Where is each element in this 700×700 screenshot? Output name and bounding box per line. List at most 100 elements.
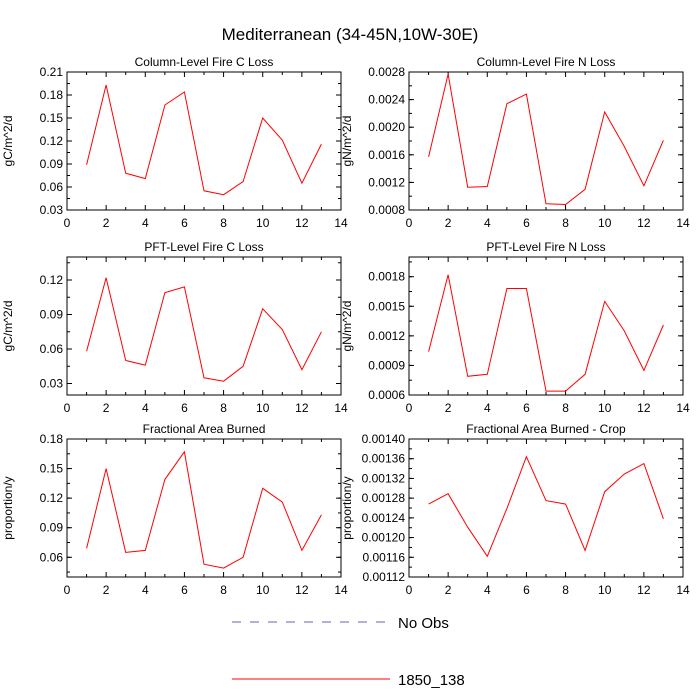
panel-title: PFT-Level Fire N Loss	[486, 240, 605, 254]
x-tick-label: 14	[334, 401, 348, 415]
x-tick-label: 6	[523, 216, 530, 230]
plot-frame	[66, 256, 342, 396]
x-tick-label: 12	[637, 216, 651, 230]
x-tick-label: 2	[445, 401, 452, 415]
x-tick-label: 0	[64, 216, 71, 230]
x-tick-label: 2	[445, 216, 452, 230]
plot-frame	[408, 71, 684, 211]
x-tick-label: 4	[484, 401, 491, 415]
y-tick-label: 0.0020	[368, 120, 405, 134]
panel-fractional-area-burned: Fractional Area Burned proportion/y 0 2 4 6 8 1…	[1, 422, 348, 597]
y-tick-label: 0.00132	[362, 471, 406, 485]
legend-label-1850-138: 1850_138	[398, 672, 465, 689]
y-tick-label: 0.0006	[368, 388, 405, 402]
series-line-1850-138	[86, 84, 322, 196]
y-tick-label: 0.18	[40, 88, 64, 102]
x-tick-label: 0	[406, 216, 413, 230]
y-tick-label: 0.12	[40, 273, 64, 287]
x-tick-label: 10	[256, 216, 270, 230]
y-tick-label: 0.09	[40, 308, 64, 322]
panel-fractional-area-burned-crop: Fractional Area Burned - Crop proportion/…	[340, 422, 690, 597]
y-tick-label: 0.0028	[368, 65, 405, 79]
x-tick-label: 14	[676, 401, 690, 415]
y-tick-label: 0.06	[40, 342, 64, 356]
y-tick-label: 0.0012	[368, 329, 405, 343]
y-tick-label: 0.09	[40, 157, 64, 171]
x-tick-label: 12	[637, 401, 651, 415]
y-tick-label: 0.0024	[368, 93, 405, 107]
y-tick-label: 0.03	[40, 377, 64, 391]
y-tick-label: 0.06	[40, 550, 64, 564]
x-tick-label: 12	[637, 583, 651, 597]
y-axis-label: gC/m^2/d	[1, 301, 15, 352]
x-tick-label: 8	[562, 216, 569, 230]
plot-frame	[408, 438, 684, 578]
panel-pft-level-fire-c-loss: PFT-Level Fire C Loss gC/m^2/d 0 2 4 6 8 10 12 14…	[1, 240, 348, 415]
y-tick-label: 0.12	[40, 491, 64, 505]
y-tick-label: 0.21	[40, 65, 64, 79]
x-tick-label: 0	[406, 583, 413, 597]
x-tick-label: 6	[181, 216, 188, 230]
x-tick-label: 2	[445, 583, 452, 597]
x-tick-label: 12	[295, 401, 309, 415]
x-tick-label: 4	[142, 583, 149, 597]
series-line-1850-138	[86, 450, 322, 569]
x-tick-label: 10	[598, 216, 612, 230]
x-tick-label: 12	[295, 583, 309, 597]
x-tick-label: 14	[334, 583, 348, 597]
y-tick-label: 0.00128	[362, 491, 406, 505]
legend: No Obs 1850_138	[232, 615, 465, 689]
x-tick-label: 8	[220, 583, 227, 597]
y-tick-label: 0.0018	[368, 270, 405, 284]
y-tick-label: 0.0016	[368, 148, 405, 162]
figure-title: Mediterranean (34-45N,10W-30E)	[222, 25, 479, 44]
x-tick-label: 12	[295, 216, 309, 230]
x-tick-label: 14	[676, 583, 690, 597]
y-tick-label: 0.18	[40, 432, 64, 446]
x-tick-label: 6	[181, 401, 188, 415]
y-tick-label: 0.0009	[368, 358, 405, 372]
series-line-1850-138	[86, 277, 322, 382]
x-tick-label: 4	[484, 216, 491, 230]
x-tick-label: 14	[676, 216, 690, 230]
x-tick-label: 2	[103, 216, 110, 230]
panel-title: Fractional Area Burned - Crop	[466, 422, 626, 436]
y-axis-label: gC/m^2/d	[1, 116, 15, 167]
y-tick-label: 0.0012	[368, 175, 405, 189]
x-tick-label: 2	[103, 401, 110, 415]
x-tick-label: 0	[406, 401, 413, 415]
y-tick-label: 0.0015	[368, 299, 405, 313]
x-tick-label: 4	[484, 583, 491, 597]
x-tick-label: 6	[523, 401, 530, 415]
panel-column-level-fire-c-loss: Column-Level Fire C Loss gC/m^2/d 0 2 4 6 8 10 1…	[1, 55, 348, 230]
y-tick-label: 0.00120	[362, 531, 406, 545]
x-tick-label: 2	[103, 583, 110, 597]
legend-label-no-obs: No Obs	[398, 615, 449, 632]
series-line-1850-138	[428, 73, 664, 206]
plot-frame	[408, 256, 684, 396]
y-axis-label: proportion/y	[340, 476, 354, 539]
y-tick-label: 0.06	[40, 180, 64, 194]
x-tick-label: 10	[256, 583, 270, 597]
y-axis-label: proportion/y	[1, 476, 15, 539]
panels-group: Column-Level Fire C Loss gC/m^2/d 0 2 4 6 8 10 1…	[1, 55, 690, 597]
y-tick-label: 0.12	[40, 134, 64, 148]
x-tick-label: 8	[220, 216, 227, 230]
legend-item-1850-138: 1850_138	[232, 672, 465, 689]
y-tick-label: 0.00136	[362, 452, 406, 466]
x-tick-label: 0	[64, 401, 71, 415]
y-tick-label: 0.15	[40, 111, 64, 125]
x-tick-label: 4	[142, 401, 149, 415]
y-tick-label: 0.0008	[368, 203, 405, 217]
y-tick-label: 0.00116	[363, 550, 406, 564]
panel-column-level-fire-n-loss: Column-Level Fire N Loss gN/m^2/d 0 2 4 6 8 10 1…	[340, 55, 690, 230]
y-tick-label: 0.00112	[363, 570, 406, 584]
panel-title: Fractional Area Burned	[143, 422, 266, 436]
x-tick-label: 8	[562, 401, 569, 415]
legend-item-no-obs: No Obs	[232, 615, 449, 632]
series-line-1850-138	[428, 455, 664, 558]
y-axis-label: gN/m^2/d	[340, 116, 354, 167]
x-tick-label: 6	[523, 583, 530, 597]
x-tick-label: 10	[256, 401, 270, 415]
